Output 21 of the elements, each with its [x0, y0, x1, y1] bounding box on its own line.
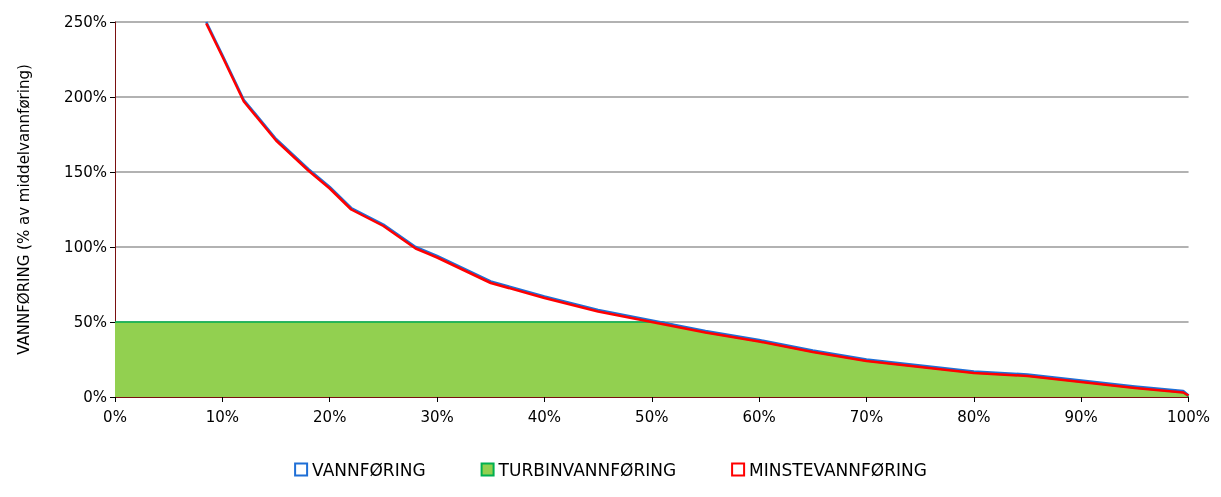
x-tick-label: 10%: [205, 407, 240, 426]
x-tick-label: 80%: [957, 407, 991, 426]
x-tick-label: 50%: [635, 407, 669, 426]
y-tick-label: 250%: [64, 13, 107, 31]
x-tick-label: 100%: [1167, 407, 1210, 426]
x-tick-label: 40%: [527, 407, 562, 426]
y-tick-label: 200%: [64, 88, 107, 106]
legend-label: VANNFØRING: [312, 459, 426, 480]
legend-label: MINSTEVANNFØRING: [749, 459, 927, 480]
x-tick-label: 20%: [313, 407, 347, 426]
x-tick-label: 0%: [103, 407, 127, 426]
y-tick-label: 100%: [64, 238, 107, 256]
x-tick-label: 60%: [742, 407, 776, 426]
x-tick-label: 70%: [849, 407, 884, 426]
legend-label: TURBINVANNFØRING: [497, 459, 677, 480]
x-tick-label: 90%: [1064, 407, 1098, 426]
x-tick-label: 30%: [420, 407, 454, 426]
y-tick-label: 150%: [64, 163, 107, 181]
y-tick-label: 0%: [83, 388, 107, 406]
y-axis-title: VANNFØRING (% av middelvannføring): [14, 64, 33, 355]
y-tick-label: 50%: [73, 313, 107, 331]
